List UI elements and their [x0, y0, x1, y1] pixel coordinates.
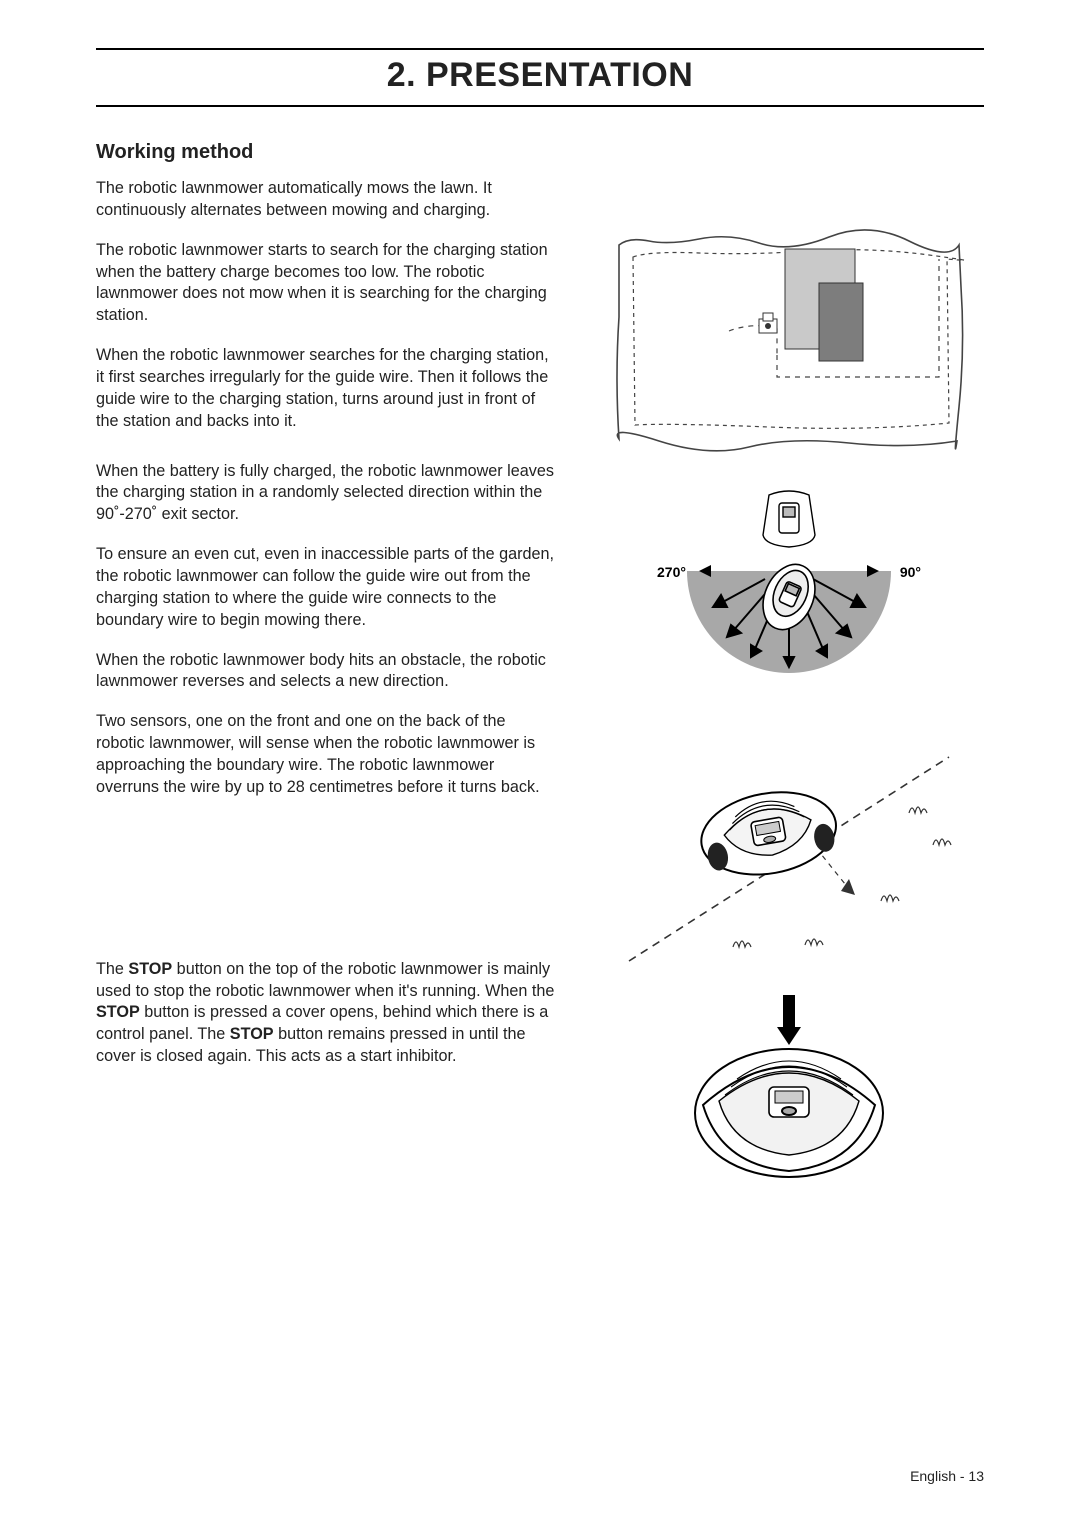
paragraph-2: The robotic lawnmower starts to search f… [96, 240, 557, 327]
header-rule-bottom [96, 105, 984, 107]
figure-exit-sector: 270° 90° [593, 485, 984, 685]
paragraph-7: Two sensors, one on the front and one on… [96, 711, 557, 798]
figure-yard-plan [593, 227, 984, 457]
chapter-title: 2. PRESENTATION [96, 56, 984, 95]
label-90: 90° [899, 564, 920, 580]
p8-stop-2: STOP [96, 1003, 140, 1021]
paragraph-4: When the battery is fully charged, the r… [96, 461, 557, 527]
paragraph-3: When the robotic lawnmower searches for … [96, 345, 557, 432]
paragraph-5: To ensure an even cut, even in inaccessi… [96, 544, 557, 631]
p8-stop-3: STOP [230, 1025, 274, 1043]
charging-station-icon [759, 313, 777, 333]
page-footer: English - 13 [910, 1468, 984, 1484]
figure-boundary-approach [593, 713, 984, 973]
paragraph-8: The STOP button on the top of the roboti… [96, 959, 557, 1068]
figure-stop-button [593, 989, 984, 1189]
stop-arrow-icon [777, 995, 801, 1045]
header-rule-top [96, 48, 984, 50]
p8-stop-1: STOP [128, 960, 172, 978]
content-columns: Working method The robotic lawnmower aut… [96, 141, 984, 1189]
paragraph-6: When the robotic lawnmower body hits an … [96, 650, 557, 694]
text-column: Working method The robotic lawnmower aut… [96, 141, 557, 1189]
paragraph-1: The robotic lawnmower automatically mows… [96, 178, 557, 222]
label-270: 270° [657, 564, 686, 580]
section-title: Working method [96, 141, 557, 164]
charging-station-top [763, 491, 815, 547]
mower-top [695, 1049, 883, 1177]
p8-pre: The [96, 960, 128, 978]
page: 2. PRESENTATION Working method The robot… [0, 0, 1080, 1528]
mower-iso [694, 782, 842, 884]
figure-column: 270° 90° [593, 141, 984, 1189]
garage-shape [819, 283, 863, 361]
